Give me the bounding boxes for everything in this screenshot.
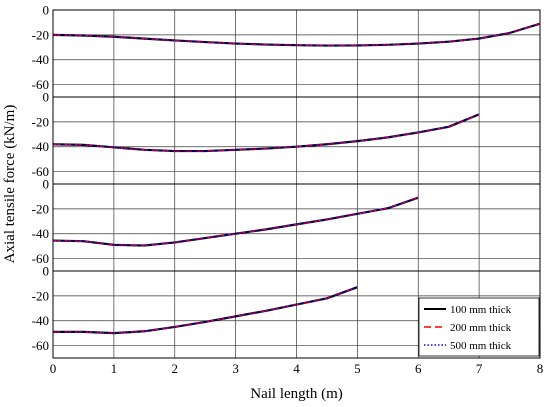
panel-2: 0 -20 -40 -60	[32, 90, 541, 185]
series-line-2-panel-3	[52, 197, 419, 247]
y-tick-label: -20	[32, 114, 49, 129]
panel-4: 0 -20 -40 -60	[32, 264, 541, 359]
y-tick-label: -60	[32, 77, 49, 92]
panel-frame	[52, 270, 541, 359]
y-axis-label: Axial tensile force (kN/m)	[2, 105, 18, 264]
x-tick-label: 5	[354, 361, 361, 376]
x-tick-label: 2	[172, 361, 179, 376]
y-tick-label: 0	[43, 264, 50, 279]
x-axis-label: Nail length (m)	[250, 386, 342, 402]
series-line-3-panel-1	[52, 23, 541, 47]
x-tick-label: 8	[537, 361, 544, 376]
legend-label-100mm: 100 mm thick	[450, 304, 512, 316]
x-tick-label: 7	[476, 361, 483, 376]
series-line-3-panel-2	[52, 113, 480, 152]
x-tick-label: 0	[50, 361, 57, 376]
y-tick-label: -20	[32, 27, 49, 42]
y-tick-label: 0	[43, 177, 50, 192]
y-tick-label: -60	[32, 338, 49, 353]
x-tick-label: 1	[111, 361, 118, 376]
y-tick-label: 0	[43, 3, 50, 18]
legend-label-200mm: 200 mm thick	[450, 322, 512, 334]
y-tick-label: -40	[32, 226, 49, 241]
series-line-3-panel-4	[53, 286, 358, 334]
x-tick-label: 6	[415, 361, 422, 376]
series-line-1-panel-4	[53, 286, 358, 335]
x-tick-label: 3	[232, 361, 239, 376]
y-tick-label: -60	[32, 164, 49, 179]
y-tick-label: -20	[32, 201, 49, 216]
series-line-2-panel-4	[53, 286, 358, 334]
series-line-2-panel-2	[52, 113, 480, 152]
legend-label-500mm: 500 mm thick	[450, 340, 512, 352]
y-tick-label: -20	[32, 288, 49, 303]
y-tick-label: -40	[32, 52, 49, 67]
x-tick-labels: 0 1 2 3 4 5 6 7 8	[50, 361, 544, 376]
panel-3: 0 -20 -40 -60	[32, 177, 541, 272]
panel-1: 0 -20 -40 -60	[32, 3, 541, 98]
legend: 100 mm thick 200 mm thick 500 mm thick	[418, 297, 540, 357]
y-tick-label: -40	[32, 313, 49, 328]
x-tick-label: 4	[293, 361, 300, 376]
panels: 0-20-40-600-20-40-600-20-40-600-20-40-60	[32, 3, 541, 359]
y-tick-label: -60	[32, 251, 49, 266]
y-tick-label: -40	[32, 139, 49, 154]
y-tick-label: 0	[43, 90, 50, 105]
